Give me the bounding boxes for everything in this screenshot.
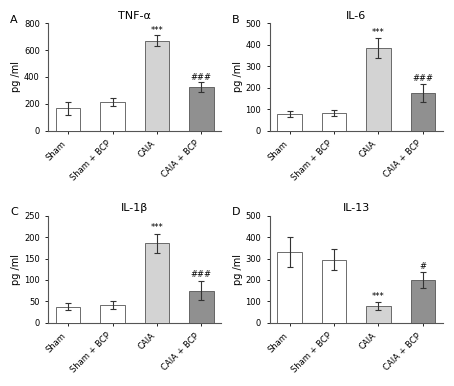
Text: ***: *** — [372, 292, 385, 301]
Text: ***: *** — [151, 223, 163, 232]
Bar — [410, 93, 435, 130]
Bar — [56, 306, 80, 323]
Title: TNF-α: TNF-α — [118, 11, 151, 21]
Bar — [145, 41, 169, 130]
Text: C: C — [10, 207, 18, 217]
Text: #: # — [419, 262, 426, 271]
Title: IL-1β: IL-1β — [121, 203, 148, 213]
Bar — [145, 244, 169, 323]
Text: ###: ### — [412, 74, 433, 83]
Title: IL-6: IL-6 — [346, 11, 366, 21]
Text: ***: *** — [151, 26, 163, 35]
Text: ###: ### — [191, 73, 212, 81]
Bar — [322, 113, 346, 130]
Bar — [277, 114, 302, 130]
Bar — [189, 87, 213, 130]
Text: D: D — [232, 207, 240, 217]
Bar — [100, 305, 125, 323]
Bar — [277, 252, 302, 323]
Bar — [366, 48, 390, 130]
Text: A: A — [10, 15, 18, 25]
Bar — [410, 280, 435, 323]
Text: B: B — [232, 15, 239, 25]
Bar — [366, 306, 390, 323]
Y-axis label: pg /ml: pg /ml — [11, 254, 21, 285]
Bar — [100, 102, 125, 130]
Y-axis label: pg /ml: pg /ml — [11, 61, 21, 92]
Bar — [322, 259, 346, 323]
Bar — [189, 291, 213, 323]
Title: IL-13: IL-13 — [343, 203, 370, 213]
Bar — [56, 108, 80, 130]
Text: ***: *** — [372, 28, 385, 37]
Text: ###: ### — [191, 270, 212, 279]
Y-axis label: pg /ml: pg /ml — [232, 61, 242, 92]
Y-axis label: pg /ml: pg /ml — [232, 254, 242, 285]
